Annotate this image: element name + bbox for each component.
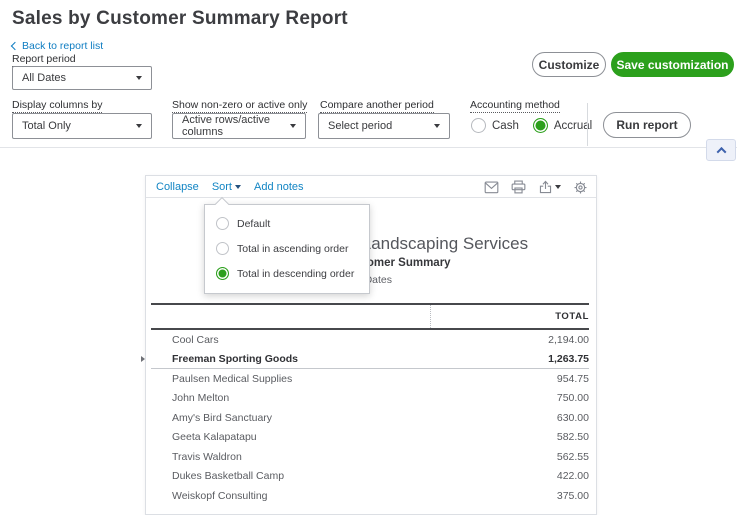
customer-total: 422.00 <box>556 470 589 483</box>
customer-name: Cool Cars <box>172 333 219 346</box>
table-row[interactable]: John Melton 750.00 <box>151 389 589 409</box>
cash-radio-option[interactable]: Cash <box>471 118 519 133</box>
sort-option-label: Total in descending order <box>237 267 355 280</box>
customer-total: 582.50 <box>556 431 589 444</box>
customer-name: Geeta Kalapatapu <box>172 431 257 444</box>
collapse-link[interactable]: Collapse <box>156 180 199 193</box>
report-period-value: All Dates <box>22 72 67 84</box>
run-report-button[interactable]: Run report <box>603 112 691 138</box>
expand-triangle-icon[interactable] <box>141 355 145 362</box>
chevron-left-icon <box>10 41 20 51</box>
customer-total: 1,263.75 <box>548 352 589 365</box>
chevron-down-icon <box>290 124 296 128</box>
report-card: Collapse Sort Add notes <box>141 175 597 515</box>
customer-name: Weiskopf Consulting <box>172 489 268 502</box>
collapse-panel-button[interactable] <box>706 139 736 161</box>
summary-table: TOTAL Cool Cars 2,194.00 Freeman Sportin… <box>141 303 589 506</box>
table-row[interactable]: Cool Cars 2,194.00 <box>151 330 589 350</box>
total-column-header: TOTAL <box>555 311 589 322</box>
chevron-down-icon <box>136 76 142 80</box>
customer-name: Paulsen Medical Supplies <box>172 372 293 385</box>
chevron-up-icon <box>716 146 726 157</box>
column-divider <box>430 305 431 328</box>
customer-name: Amy's Bird Sanctuary <box>172 411 273 424</box>
chevron-down-icon <box>235 184 241 189</box>
customer-name: Dukes Basketball Camp <box>172 470 285 483</box>
sort-option-descending[interactable]: Total in descending order <box>205 261 369 286</box>
radio-icon <box>216 242 229 255</box>
customer-total: 2,194.00 <box>548 333 589 346</box>
display-columns-value: Total Only <box>22 120 71 132</box>
sort-link[interactable]: Sort <box>212 181 241 193</box>
customer-total: 750.00 <box>556 392 589 405</box>
show-nonzero-label[interactable]: Show non-zero or active only <box>172 99 308 113</box>
table-row[interactable]: Weiskopf Consulting 375.00 <box>151 486 589 506</box>
table-row[interactable]: Geeta Kalapatapu 582.50 <box>151 428 589 448</box>
report-period-label[interactable]: Report period <box>12 53 76 67</box>
table-row-expandable[interactable]: Freeman Sporting Goods 1,263.75 <box>141 350 589 369</box>
sort-option-ascending[interactable]: Total in ascending order <box>205 236 369 261</box>
table-header-row: TOTAL <box>151 303 589 330</box>
table-row[interactable]: Paulsen Medical Supplies 954.75 <box>151 369 589 389</box>
customer-total: 562.55 <box>556 450 589 463</box>
report-period-select[interactable]: All Dates <box>12 66 152 90</box>
filter-divider <box>587 103 588 146</box>
cash-radio-label: Cash <box>492 119 519 132</box>
print-icon[interactable] <box>511 180 526 194</box>
compare-period-value: Select period <box>328 120 393 132</box>
section-divider <box>0 147 737 148</box>
sort-option-label: Default <box>237 217 271 230</box>
export-icon <box>539 180 552 194</box>
table-row[interactable]: Travis Waldron 562.55 <box>151 447 589 467</box>
settings-gear-icon[interactable] <box>573 180 588 195</box>
accounting-method-label[interactable]: Accounting method <box>470 99 560 113</box>
radio-icon <box>216 217 229 230</box>
customer-name: John Melton <box>172 392 230 405</box>
export-control[interactable] <box>538 180 561 194</box>
report-toolbar: Collapse Sort Add notes <box>146 176 596 294</box>
chevron-down-icon <box>434 124 440 128</box>
menu-pointer <box>214 196 230 212</box>
table-row[interactable]: Dukes Basketball Camp 422.00 <box>151 467 589 487</box>
display-columns-by-label[interactable]: Display columns by <box>12 99 103 113</box>
save-customization-button[interactable]: Save customization <box>611 52 734 77</box>
accrual-radio-option[interactable]: Accrual <box>532 118 593 133</box>
compare-period-select[interactable]: Select period <box>318 113 450 139</box>
sort-option-label: Total in ascending order <box>237 242 349 255</box>
customer-total: 954.75 <box>556 372 589 385</box>
accrual-radio-label: Accrual <box>553 119 593 132</box>
sort-option-default[interactable]: Default <box>205 211 369 236</box>
add-notes-link[interactable]: Add notes <box>254 180 304 193</box>
report-page: Sales by Customer Summary Report Back to… <box>0 8 737 515</box>
customer-total: 375.00 <box>556 489 589 502</box>
page-title: Sales by Customer Summary Report <box>12 8 348 29</box>
toolbar-icons <box>484 176 588 198</box>
customer-name: Freeman Sporting Goods <box>141 353 298 365</box>
cash-radio-icon <box>471 118 486 133</box>
radio-selected-icon <box>216 267 229 280</box>
chevron-down-icon <box>555 185 561 189</box>
chevron-down-icon <box>136 124 142 128</box>
customer-total: 630.00 <box>556 411 589 424</box>
table-row[interactable]: Amy's Bird Sanctuary 630.00 <box>151 408 589 428</box>
accounting-method-radios: Cash Accrual <box>471 118 592 133</box>
customer-name: Travis Waldron <box>172 450 242 463</box>
email-icon[interactable] <box>484 181 499 194</box>
back-link-label: Back to report list <box>22 40 104 52</box>
show-nonzero-select[interactable]: Active rows/active columns <box>172 113 306 139</box>
compare-period-label[interactable]: Compare another period <box>320 99 434 113</box>
accrual-radio-icon <box>532 118 548 133</box>
sort-dropdown-menu: Default Total in ascending order Total i… <box>204 196 370 294</box>
show-nonzero-value: Active rows/active columns <box>182 114 271 138</box>
sort-link-label: Sort <box>211 180 232 193</box>
display-columns-select[interactable]: Total Only <box>12 113 152 139</box>
customize-button[interactable]: Customize <box>532 52 606 77</box>
back-to-report-list-link[interactable]: Back to report list <box>10 40 104 52</box>
